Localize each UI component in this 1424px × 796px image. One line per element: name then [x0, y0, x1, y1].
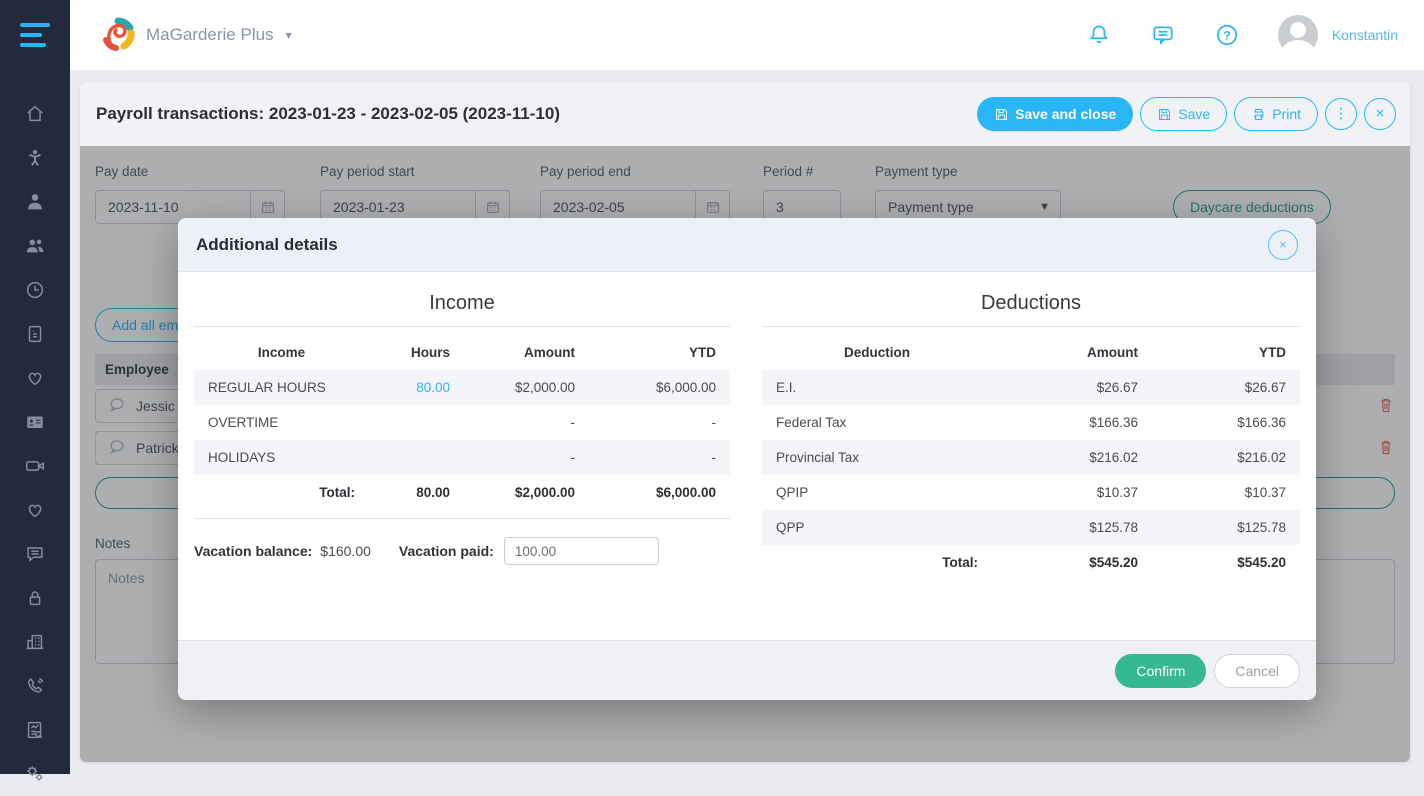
- avatar: [1277, 15, 1318, 55]
- delete-row-icon[interactable]: [1378, 438, 1394, 456]
- modal-footer: Confirm Cancel: [178, 640, 1316, 700]
- app-switcher[interactable]: MaGarderie Plus ▾: [100, 17, 292, 53]
- additional-details-modal: Additional details × Income Income Hours…: [178, 218, 1316, 700]
- modal-header: Additional details ×: [178, 218, 1316, 272]
- deductions-section: Deductions Deduction Amount YTD E.I. $26…: [762, 272, 1300, 580]
- chevron-down-icon: ▾: [285, 28, 292, 42]
- comment-bubble-icon[interactable]: [108, 439, 126, 457]
- save-icon: [1159, 108, 1171, 120]
- payment-type-label: Payment type: [875, 164, 958, 179]
- building-icon[interactable]: [13, 620, 57, 664]
- gears-icon[interactable]: [13, 752, 57, 796]
- save-and-close-button[interactable]: Save and close: [977, 97, 1134, 131]
- pay-date-label: Pay date: [95, 164, 149, 179]
- employee-icon[interactable]: [13, 180, 57, 224]
- divider: [762, 326, 1300, 327]
- notifications-bell-icon[interactable]: [1086, 22, 1112, 48]
- column-header: Deduction: [844, 345, 910, 360]
- calendar-icon[interactable]: [695, 191, 729, 223]
- user-menu[interactable]: Konstantin: [1277, 15, 1398, 55]
- vacation-balance-label: Vacation balance:: [194, 543, 313, 559]
- column-header: Amount: [1087, 345, 1138, 360]
- income-total-row: Total: 80.00 $2,000.00 $6,000.00: [319, 485, 716, 500]
- video-camera-icon[interactable]: [13, 444, 57, 488]
- heart-2-icon[interactable]: [13, 488, 57, 532]
- report-icon[interactable]: [13, 708, 57, 752]
- chat-icon[interactable]: [13, 532, 57, 576]
- deductions-total-row: Total: $545.20 $545.20: [942, 555, 1286, 570]
- panel-header: Payroll transactions: 2023-01-23 - 2023-…: [80, 82, 1410, 146]
- vacation-paid-input[interactable]: [503, 537, 659, 565]
- column-header: Hours: [410, 345, 450, 360]
- svg-text:?: ?: [1223, 28, 1230, 42]
- period-number-label: Period #: [763, 164, 814, 179]
- column-header: YTD: [1259, 345, 1286, 360]
- income-section-title: Income: [429, 292, 495, 314]
- deduction-row: Federal Tax $166.36 $166.36: [776, 415, 1286, 430]
- column-header: Amount: [524, 345, 575, 360]
- vacation-balance-value: $160.00: [320, 543, 371, 559]
- income-header-row: Income Hours Amount YTD: [194, 335, 730, 370]
- delete-row-icon[interactable]: [1378, 396, 1394, 414]
- help-icon[interactable]: ?: [1214, 22, 1240, 48]
- more-options-button[interactable]: ⋮: [1325, 98, 1357, 130]
- income-section: Income Income Hours Amount YTD REGULAR H…: [194, 272, 730, 565]
- modal-title: Additional details: [196, 234, 338, 254]
- print-button[interactable]: Print: [1234, 97, 1318, 131]
- messages-icon[interactable]: [1150, 22, 1176, 48]
- sidebar: [0, 0, 70, 781]
- divider: [194, 326, 730, 327]
- pay-period-start-label: Pay period start: [320, 164, 415, 179]
- income-row: REGULAR HOURS 80.00 $2,000.00 $6,000.00: [194, 370, 730, 405]
- lock-icon[interactable]: [13, 576, 57, 620]
- printer-icon: [1254, 108, 1264, 120]
- calendar-icon[interactable]: [250, 191, 284, 223]
- page-content: Payroll transactions: 2023-01-23 - 2023-…: [70, 70, 1424, 774]
- pay-period-end-label: Pay period end: [540, 164, 631, 179]
- hamburger-menu-icon[interactable]: [0, 0, 70, 70]
- child-icon[interactable]: [13, 136, 57, 180]
- chevron-down-icon: ▼: [1039, 201, 1050, 213]
- save-button[interactable]: Save: [1140, 97, 1228, 131]
- vacation-paid-label: Vacation paid:: [398, 543, 494, 559]
- deduction-row: Provincial Tax $216.02 $216.02: [762, 440, 1300, 475]
- save-icon: [996, 108, 1008, 120]
- income-row: HOLIDAYS - -: [194, 440, 730, 475]
- modal-close-button[interactable]: ×: [1268, 229, 1298, 260]
- income-table: Income Hours Amount YTD REGULAR HOURS 80…: [194, 335, 730, 510]
- app-logo-icon: [103, 17, 135, 51]
- column-header: Income: [257, 345, 306, 360]
- deductions-header-row: Deduction Amount YTD: [762, 335, 1300, 370]
- calendar-icon[interactable]: [475, 191, 509, 223]
- app-name: MaGarderie Plus: [146, 25, 274, 44]
- income-row: OVERTIME - -: [208, 415, 716, 430]
- user-name: Konstantin: [1331, 27, 1398, 43]
- page-title: Payroll transactions: 2023-01-23 - 2023-…: [96, 104, 560, 123]
- id-card-icon[interactable]: [13, 400, 57, 444]
- deductions-section-title: Deductions: [980, 292, 1082, 314]
- deduction-row: E.I. $26.67 $26.67: [762, 370, 1300, 405]
- clock-icon[interactable]: [13, 268, 57, 312]
- invoice-icon[interactable]: [13, 312, 57, 356]
- cancel-button[interactable]: Cancel: [1214, 653, 1300, 688]
- topbar: MaGarderie Plus ▾ ? Konstantin: [70, 0, 1424, 70]
- vacation-row: Vacation balance: $160.00 Vacation paid:: [194, 537, 730, 565]
- column-header: YTD: [689, 345, 716, 360]
- deduction-row: QPIP $10.37 $10.37: [776, 485, 1286, 500]
- home-icon[interactable]: [13, 92, 57, 136]
- confirm-button[interactable]: Confirm: [1115, 653, 1207, 688]
- notes-label: Notes: [95, 536, 131, 551]
- phone-icon[interactable]: [13, 664, 57, 708]
- people-icon[interactable]: [13, 224, 57, 268]
- deduction-row: QPP $125.78 $125.78: [762, 510, 1300, 545]
- divider: [194, 518, 730, 519]
- heart-icon[interactable]: [13, 356, 57, 400]
- panel-close-button[interactable]: ×: [1364, 98, 1396, 130]
- deductions-table: Deduction Amount YTD E.I. $26.67 $26.67 …: [762, 335, 1300, 580]
- hours-link[interactable]: 80.00: [416, 380, 450, 395]
- comment-bubble-icon[interactable]: [108, 397, 126, 415]
